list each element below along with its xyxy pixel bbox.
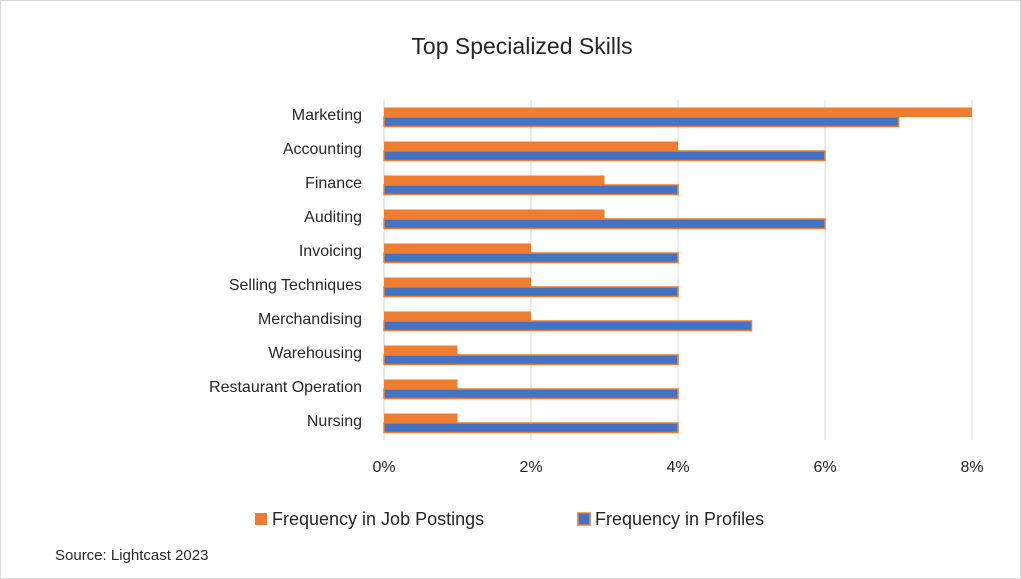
y-tick-label: Warehousing xyxy=(268,345,362,362)
bar xyxy=(383,218,826,230)
y-tick-label: Invoicing xyxy=(299,243,362,260)
bar xyxy=(383,286,679,298)
bar xyxy=(384,209,605,219)
chart-title: Top Specialized Skills xyxy=(411,33,632,59)
x-tick-label: 2% xyxy=(519,459,542,476)
bar xyxy=(383,388,679,400)
legend-label: Frequency in Job Postings xyxy=(272,509,484,529)
y-tick-label: Selling Techniques xyxy=(229,277,362,294)
bar xyxy=(384,175,605,185)
x-tick-label: 6% xyxy=(813,459,836,476)
legend-label: Frequency in Profiles xyxy=(595,509,764,529)
y-tick-label: Merchandising xyxy=(258,311,362,328)
bar xyxy=(383,184,679,196)
bar xyxy=(383,320,753,332)
bar xyxy=(384,141,678,151)
x-tick-label: 0% xyxy=(372,459,395,476)
bar xyxy=(383,422,679,434)
y-tick-label: Auditing xyxy=(304,209,362,226)
x-tick-label: 4% xyxy=(666,459,689,476)
bar xyxy=(384,379,458,389)
y-tick-label: Nursing xyxy=(307,413,362,430)
bar xyxy=(384,413,458,423)
bar xyxy=(384,345,458,355)
bar xyxy=(384,311,531,321)
bar xyxy=(384,243,531,253)
y-tick-label: Finance xyxy=(305,175,362,192)
bar xyxy=(383,116,900,128)
y-tick-label: Marketing xyxy=(292,107,362,124)
bar xyxy=(383,252,679,264)
bar xyxy=(384,107,972,117)
y-tick-label: Accounting xyxy=(283,141,362,158)
source-note: Source: Lightcast 2023 xyxy=(55,547,208,564)
y-tick-label: Restaurant Operation xyxy=(209,379,362,396)
bar xyxy=(384,277,531,287)
bar xyxy=(383,354,679,366)
legend-swatch xyxy=(255,513,267,525)
legend-swatch xyxy=(577,512,591,526)
x-tick-label: 8% xyxy=(960,459,983,476)
bar xyxy=(383,150,826,162)
